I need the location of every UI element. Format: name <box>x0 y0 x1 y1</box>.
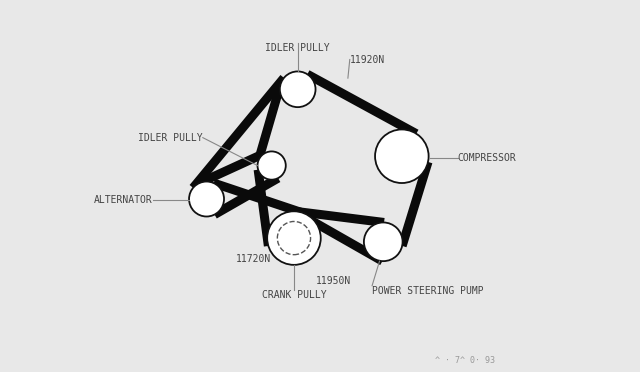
Text: IDLER PULLY: IDLER PULLY <box>138 133 203 142</box>
Text: 11720N: 11720N <box>236 254 271 264</box>
Circle shape <box>267 211 321 265</box>
Circle shape <box>375 129 429 183</box>
Text: ^ · 7^ 0· 93: ^ · 7^ 0· 93 <box>435 356 495 365</box>
Circle shape <box>277 221 310 255</box>
Circle shape <box>189 182 224 217</box>
Circle shape <box>257 151 286 180</box>
Text: ALTERNATOR: ALTERNATOR <box>94 195 152 205</box>
Circle shape <box>280 71 316 107</box>
Circle shape <box>364 222 403 261</box>
Text: CRANK PULLY: CRANK PULLY <box>262 290 326 300</box>
Text: 11920N: 11920N <box>349 55 385 64</box>
Text: POWER STEERING PUMP: POWER STEERING PUMP <box>372 286 484 296</box>
Text: COMPRESSOR: COMPRESSOR <box>458 153 516 163</box>
Text: 11950N: 11950N <box>316 276 351 286</box>
Text: IDLER PULLY: IDLER PULLY <box>266 43 330 53</box>
